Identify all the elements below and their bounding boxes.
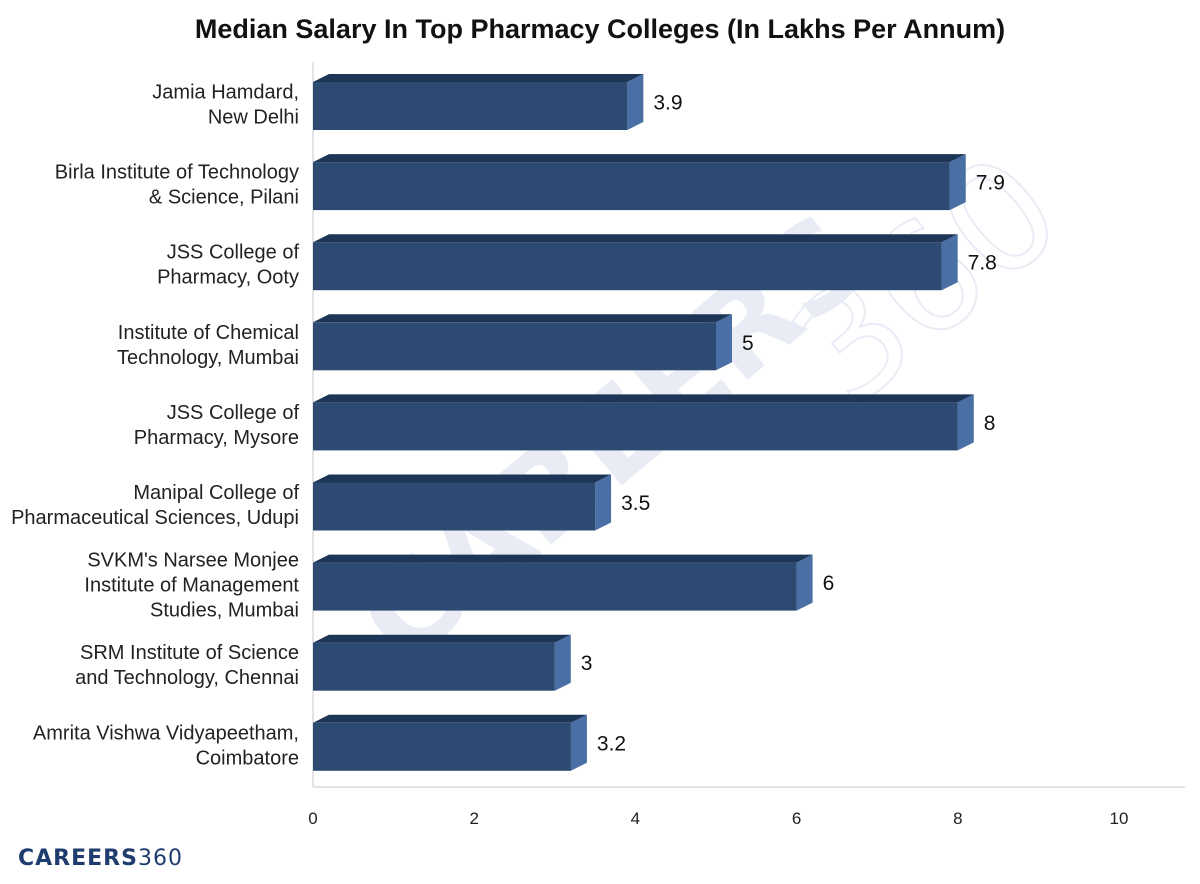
chart-title: Median Salary In Top Pharmacy Colleges (… (194, 14, 1006, 44)
bar-side-face (627, 74, 644, 130)
bar-side-face (949, 154, 966, 211)
category-label: JSS College of Pharmacy, Ooty (157, 242, 299, 289)
bar-top-face (313, 314, 732, 323)
bar (313, 714, 587, 771)
value-label: 3.9 (653, 92, 682, 115)
category-label: Manipal College of Pharmaceutical Science… (11, 482, 299, 529)
bar (313, 234, 958, 291)
bar (313, 634, 571, 691)
bar-top-face (313, 634, 571, 643)
value-label: 3.2 (597, 732, 626, 755)
careers360-logo: CAREERS360 (18, 846, 183, 871)
bar (313, 474, 612, 531)
category-label: Jamia Hamdard, New Delhi (152, 82, 299, 129)
category-label: SRM Institute of Science and Technology, … (75, 642, 299, 689)
bar-side-face (554, 634, 571, 691)
bar (313, 554, 813, 611)
value-label: 8 (984, 412, 996, 435)
bars-group (313, 74, 974, 771)
bar-front-face (313, 82, 628, 130)
value-label: 7.8 (968, 252, 997, 275)
bar-top-face (313, 474, 612, 483)
bar-front-face (313, 722, 571, 771)
category-label: Birla Institute of Technology & Science, … (55, 162, 299, 209)
bar (313, 154, 966, 211)
value-label: 3.5 (621, 492, 650, 515)
value-label: 5 (742, 332, 754, 355)
category-label: Amrita Vishwa Vidyapeetham, Coimbatore (33, 723, 299, 770)
logo-word: CAREERS (18, 846, 138, 871)
bar-side-face (941, 234, 958, 291)
x-tick-label: 6 (792, 809, 801, 828)
bar-top-face (313, 154, 966, 163)
category-label: JSS College of Pharmacy, Mysore (134, 402, 300, 449)
bar-top-face (313, 714, 587, 723)
logo-number: 360 (137, 846, 183, 871)
value-label: 3 (581, 652, 593, 675)
bar-top-face (313, 394, 974, 403)
bar-side-face (796, 554, 813, 611)
bar-top-face (313, 554, 813, 563)
bar (313, 74, 644, 130)
bar (313, 394, 974, 451)
bar-side-face (595, 474, 612, 531)
category-label: Institute of Chemical Technology, Mumbai (117, 322, 299, 369)
bar (313, 314, 732, 371)
bar-top-face (313, 234, 958, 243)
bar-side-face (716, 314, 732, 371)
bar-front-face (313, 402, 958, 451)
x-tick-label: 0 (308, 809, 317, 828)
x-tick-labels: 0 2 4 6 8 10 (308, 809, 1128, 828)
bar-front-face (313, 322, 716, 371)
bar-side-face (957, 394, 974, 451)
value-label: 7.9 (976, 172, 1005, 195)
bar-front-face (313, 482, 596, 531)
bar-front-face (313, 242, 942, 291)
x-tick-label: 2 (469, 809, 478, 828)
bar-top-face (313, 74, 644, 82)
value-labels: 3.9 7.9 7.8 5 8 3.5 6 3 3.2 (581, 92, 1005, 756)
category-labels: Jamia Hamdard, New Delhi Birla Institute o… (11, 82, 299, 770)
x-tick-label: 4 (631, 809, 640, 828)
bar-front-face (313, 162, 950, 211)
bar-side-face (570, 714, 587, 771)
x-tick-label: 10 (1110, 809, 1129, 828)
bar-front-face (313, 642, 555, 691)
category-label: SVKM's Narsee Monjee Institute of Managem… (84, 550, 299, 622)
value-label: 6 (823, 572, 835, 595)
bar-front-face (313, 562, 797, 611)
x-tick-label: 8 (953, 809, 962, 828)
